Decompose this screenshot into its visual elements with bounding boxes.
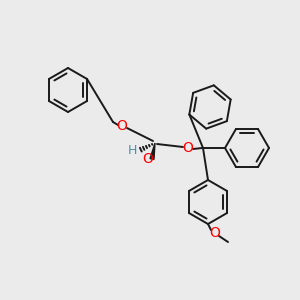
Text: O: O xyxy=(210,226,220,240)
Text: O: O xyxy=(117,119,128,133)
Text: O: O xyxy=(142,152,153,166)
Polygon shape xyxy=(150,143,155,159)
Text: O: O xyxy=(183,141,194,155)
Text: H: H xyxy=(127,145,137,158)
